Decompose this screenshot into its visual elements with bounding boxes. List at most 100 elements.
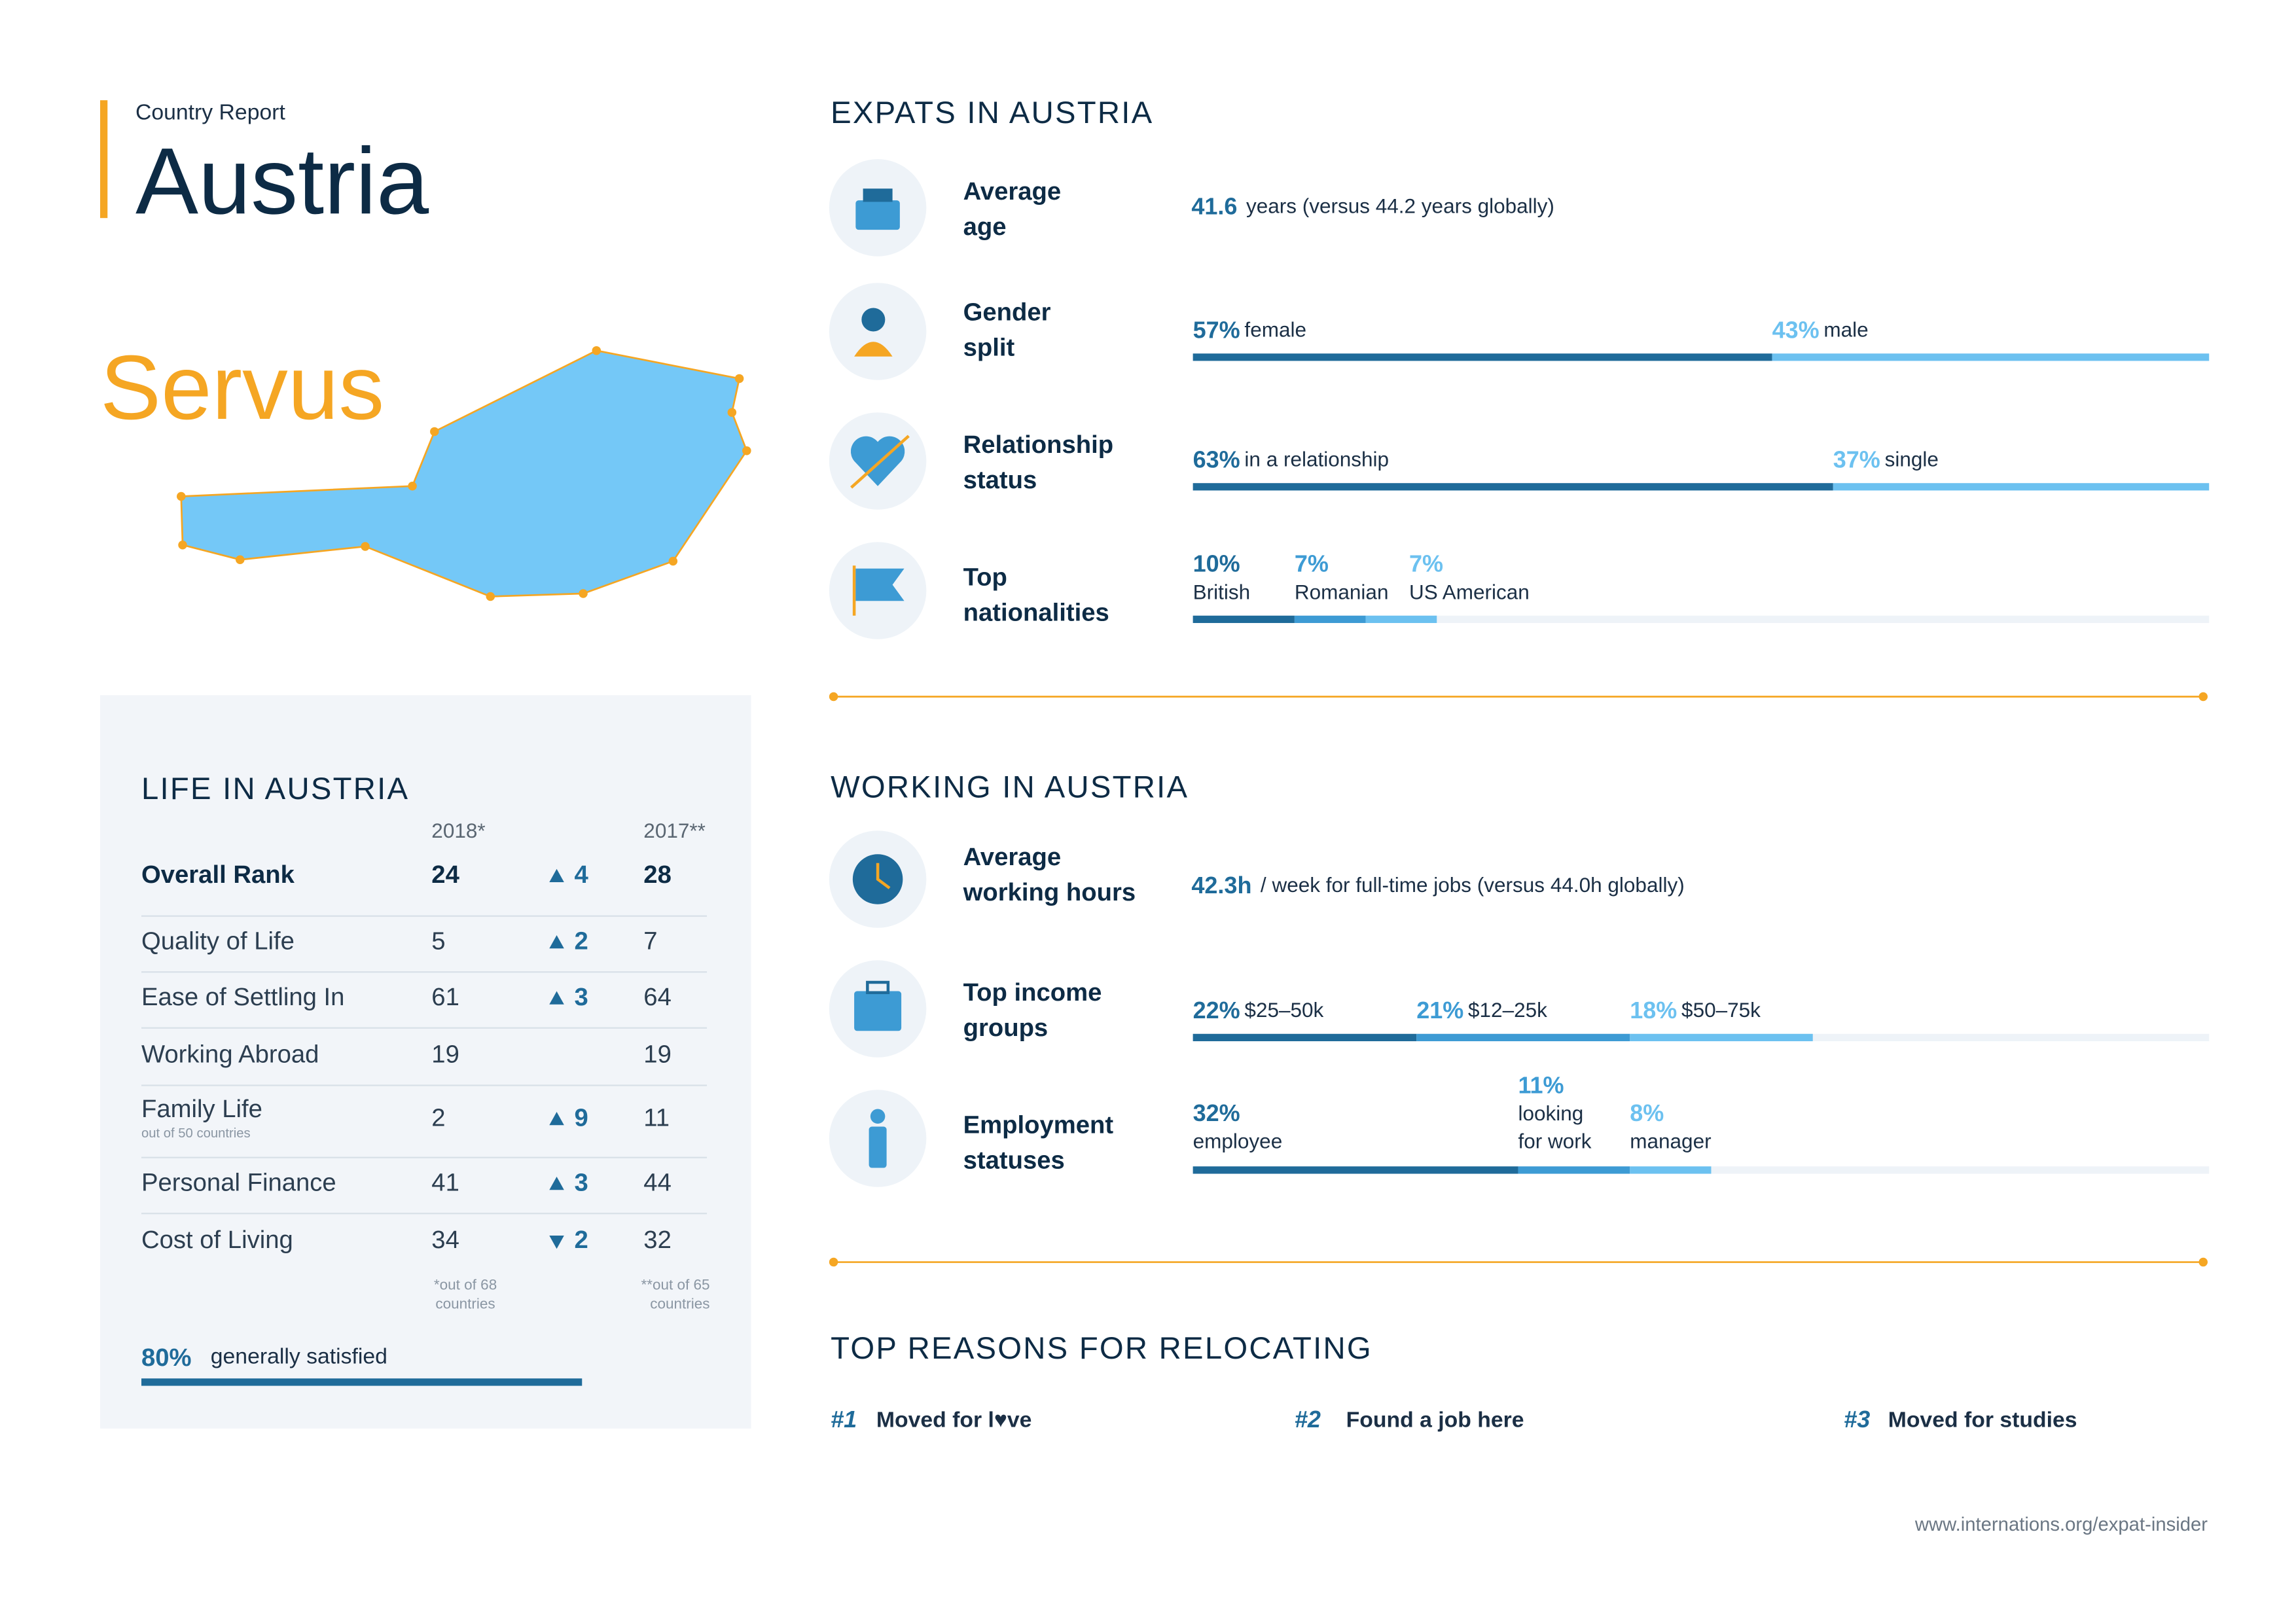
item-label: Average bbox=[963, 843, 1062, 871]
segment-value: 7% bbox=[1295, 550, 1329, 577]
clock-hands bbox=[876, 863, 891, 889]
life-panel bbox=[100, 695, 751, 1429]
change-arrow bbox=[549, 991, 564, 1005]
rank-change: 4 bbox=[575, 861, 589, 889]
rank-2017: 11 bbox=[643, 1103, 670, 1132]
row-label: Ease of Settling In bbox=[141, 983, 344, 1011]
segment-text: looking bbox=[1518, 1101, 1583, 1125]
cake-icon bbox=[863, 188, 893, 202]
stat-text: / week for full-time jobs (versus 44.0h … bbox=[1261, 873, 1685, 897]
heart-icon bbox=[850, 436, 905, 486]
rank-2018: 61 bbox=[431, 983, 459, 1011]
row-label: Overall Rank bbox=[141, 861, 295, 889]
change-arrow bbox=[549, 868, 564, 883]
divider-dot bbox=[829, 1257, 838, 1267]
rank-2017: 32 bbox=[643, 1226, 672, 1254]
reason-text: Found a job here bbox=[1346, 1407, 1524, 1432]
flag-icon bbox=[855, 568, 905, 601]
rank-2018: 41 bbox=[431, 1168, 459, 1196]
item-label: status bbox=[963, 466, 1037, 494]
segment-value: 7% bbox=[1409, 550, 1443, 577]
satisfied-text: generally satisfied bbox=[211, 1344, 387, 1369]
rank-2018: 34 bbox=[431, 1226, 459, 1254]
kicker: Country Report bbox=[135, 99, 285, 124]
briefcase-icon bbox=[854, 991, 902, 1031]
rank-change: 9 bbox=[575, 1103, 588, 1132]
segment-label: 21% $12–25k bbox=[1416, 997, 1547, 1024]
worker-icon bbox=[870, 1109, 886, 1124]
bar-segment bbox=[1193, 615, 1295, 623]
segment-text: British bbox=[1193, 580, 1251, 603]
segment-text: US American bbox=[1409, 580, 1530, 603]
map-dot bbox=[742, 446, 751, 455]
map-dot bbox=[178, 540, 187, 550]
item-label: Gender bbox=[963, 298, 1051, 327]
rank-change: 2 bbox=[575, 1226, 588, 1254]
segment-text: for work bbox=[1518, 1130, 1591, 1153]
bar-segment bbox=[1833, 483, 2210, 491]
map-dot bbox=[734, 374, 744, 383]
person-icon bbox=[854, 342, 893, 357]
rank-2018: 5 bbox=[431, 927, 445, 955]
page-title: Austria bbox=[135, 128, 429, 234]
icons bbox=[829, 159, 927, 1187]
segment-value: 18% bbox=[1630, 997, 1677, 1024]
segment-value: 11% bbox=[1518, 1071, 1564, 1098]
item-label: Relationship bbox=[963, 431, 1114, 459]
segment-label: 43% male bbox=[1772, 316, 1869, 343]
briefcase-icon bbox=[866, 980, 890, 995]
arrow-icon bbox=[850, 435, 910, 489]
map-dot bbox=[236, 555, 245, 564]
reason-rank: #1 bbox=[831, 1406, 857, 1433]
rank-2018: 19 bbox=[431, 1041, 459, 1069]
stat-value: 42.3h bbox=[1191, 871, 1251, 898]
bar-track bbox=[1193, 615, 2210, 623]
rank-2017: 7 bbox=[643, 927, 657, 955]
person-icon bbox=[861, 308, 886, 332]
segment-label: 63% in a relationship bbox=[1193, 446, 1389, 473]
reason-rank: #3 bbox=[1844, 1406, 1870, 1433]
section-title: WORKING IN AUSTRIA bbox=[831, 770, 1189, 805]
row-label: Family Life bbox=[141, 1095, 262, 1123]
greeting: Servus bbox=[100, 336, 384, 438]
stat-value: 41.6 bbox=[1191, 192, 1237, 219]
footer-url: www.internations.org/expat-insider bbox=[1914, 1514, 2208, 1535]
satisfied-value: 80% bbox=[141, 1344, 192, 1372]
item-label: Average bbox=[963, 177, 1062, 205]
rank-2017: 28 bbox=[643, 861, 672, 889]
segment-value: 8% bbox=[1630, 1099, 1664, 1126]
segment-value: 21% bbox=[1416, 997, 1463, 1024]
item-label: Top bbox=[963, 563, 1007, 592]
map-dot bbox=[430, 427, 439, 437]
divider-dot bbox=[829, 692, 838, 702]
divider-dot bbox=[2198, 1257, 2208, 1267]
segment-value: 32% bbox=[1193, 1099, 1240, 1126]
rank-change: 3 bbox=[575, 1168, 588, 1196]
row-label: Cost of Living bbox=[141, 1226, 293, 1254]
map-dot bbox=[668, 556, 678, 566]
bar-segment bbox=[1630, 1166, 1712, 1174]
segment-text: single bbox=[1885, 448, 1939, 471]
segment-value: 37% bbox=[1833, 446, 1880, 473]
row-sublabel: out of 50 countries bbox=[141, 1126, 251, 1141]
rank-change: 3 bbox=[575, 983, 588, 1011]
section-title: LIFE IN AUSTRIA bbox=[141, 772, 409, 806]
rank-2018: 24 bbox=[431, 861, 459, 889]
segment-label: 37% single bbox=[1833, 446, 1939, 473]
map-dot bbox=[177, 491, 186, 501]
footnote: *out of 68 bbox=[434, 1276, 497, 1293]
rank-2017: 64 bbox=[643, 983, 672, 1011]
item-label: groups bbox=[963, 1014, 1049, 1042]
map-dot bbox=[592, 346, 601, 355]
bar-segment bbox=[1365, 615, 1437, 623]
item-label: split bbox=[963, 334, 1015, 362]
segment-value: 10% bbox=[1193, 550, 1240, 577]
segment-label: 22% $25–50k bbox=[1193, 997, 1324, 1024]
item-label: age bbox=[963, 213, 1007, 241]
change-arrow bbox=[549, 1112, 564, 1126]
flag-icon bbox=[852, 565, 856, 616]
footnote: countries bbox=[435, 1296, 495, 1312]
segment-label: 18% $50–75k bbox=[1630, 997, 1761, 1024]
footnote: **out of 65 bbox=[641, 1276, 709, 1293]
segment-text: $50–75k bbox=[1681, 998, 1761, 1022]
